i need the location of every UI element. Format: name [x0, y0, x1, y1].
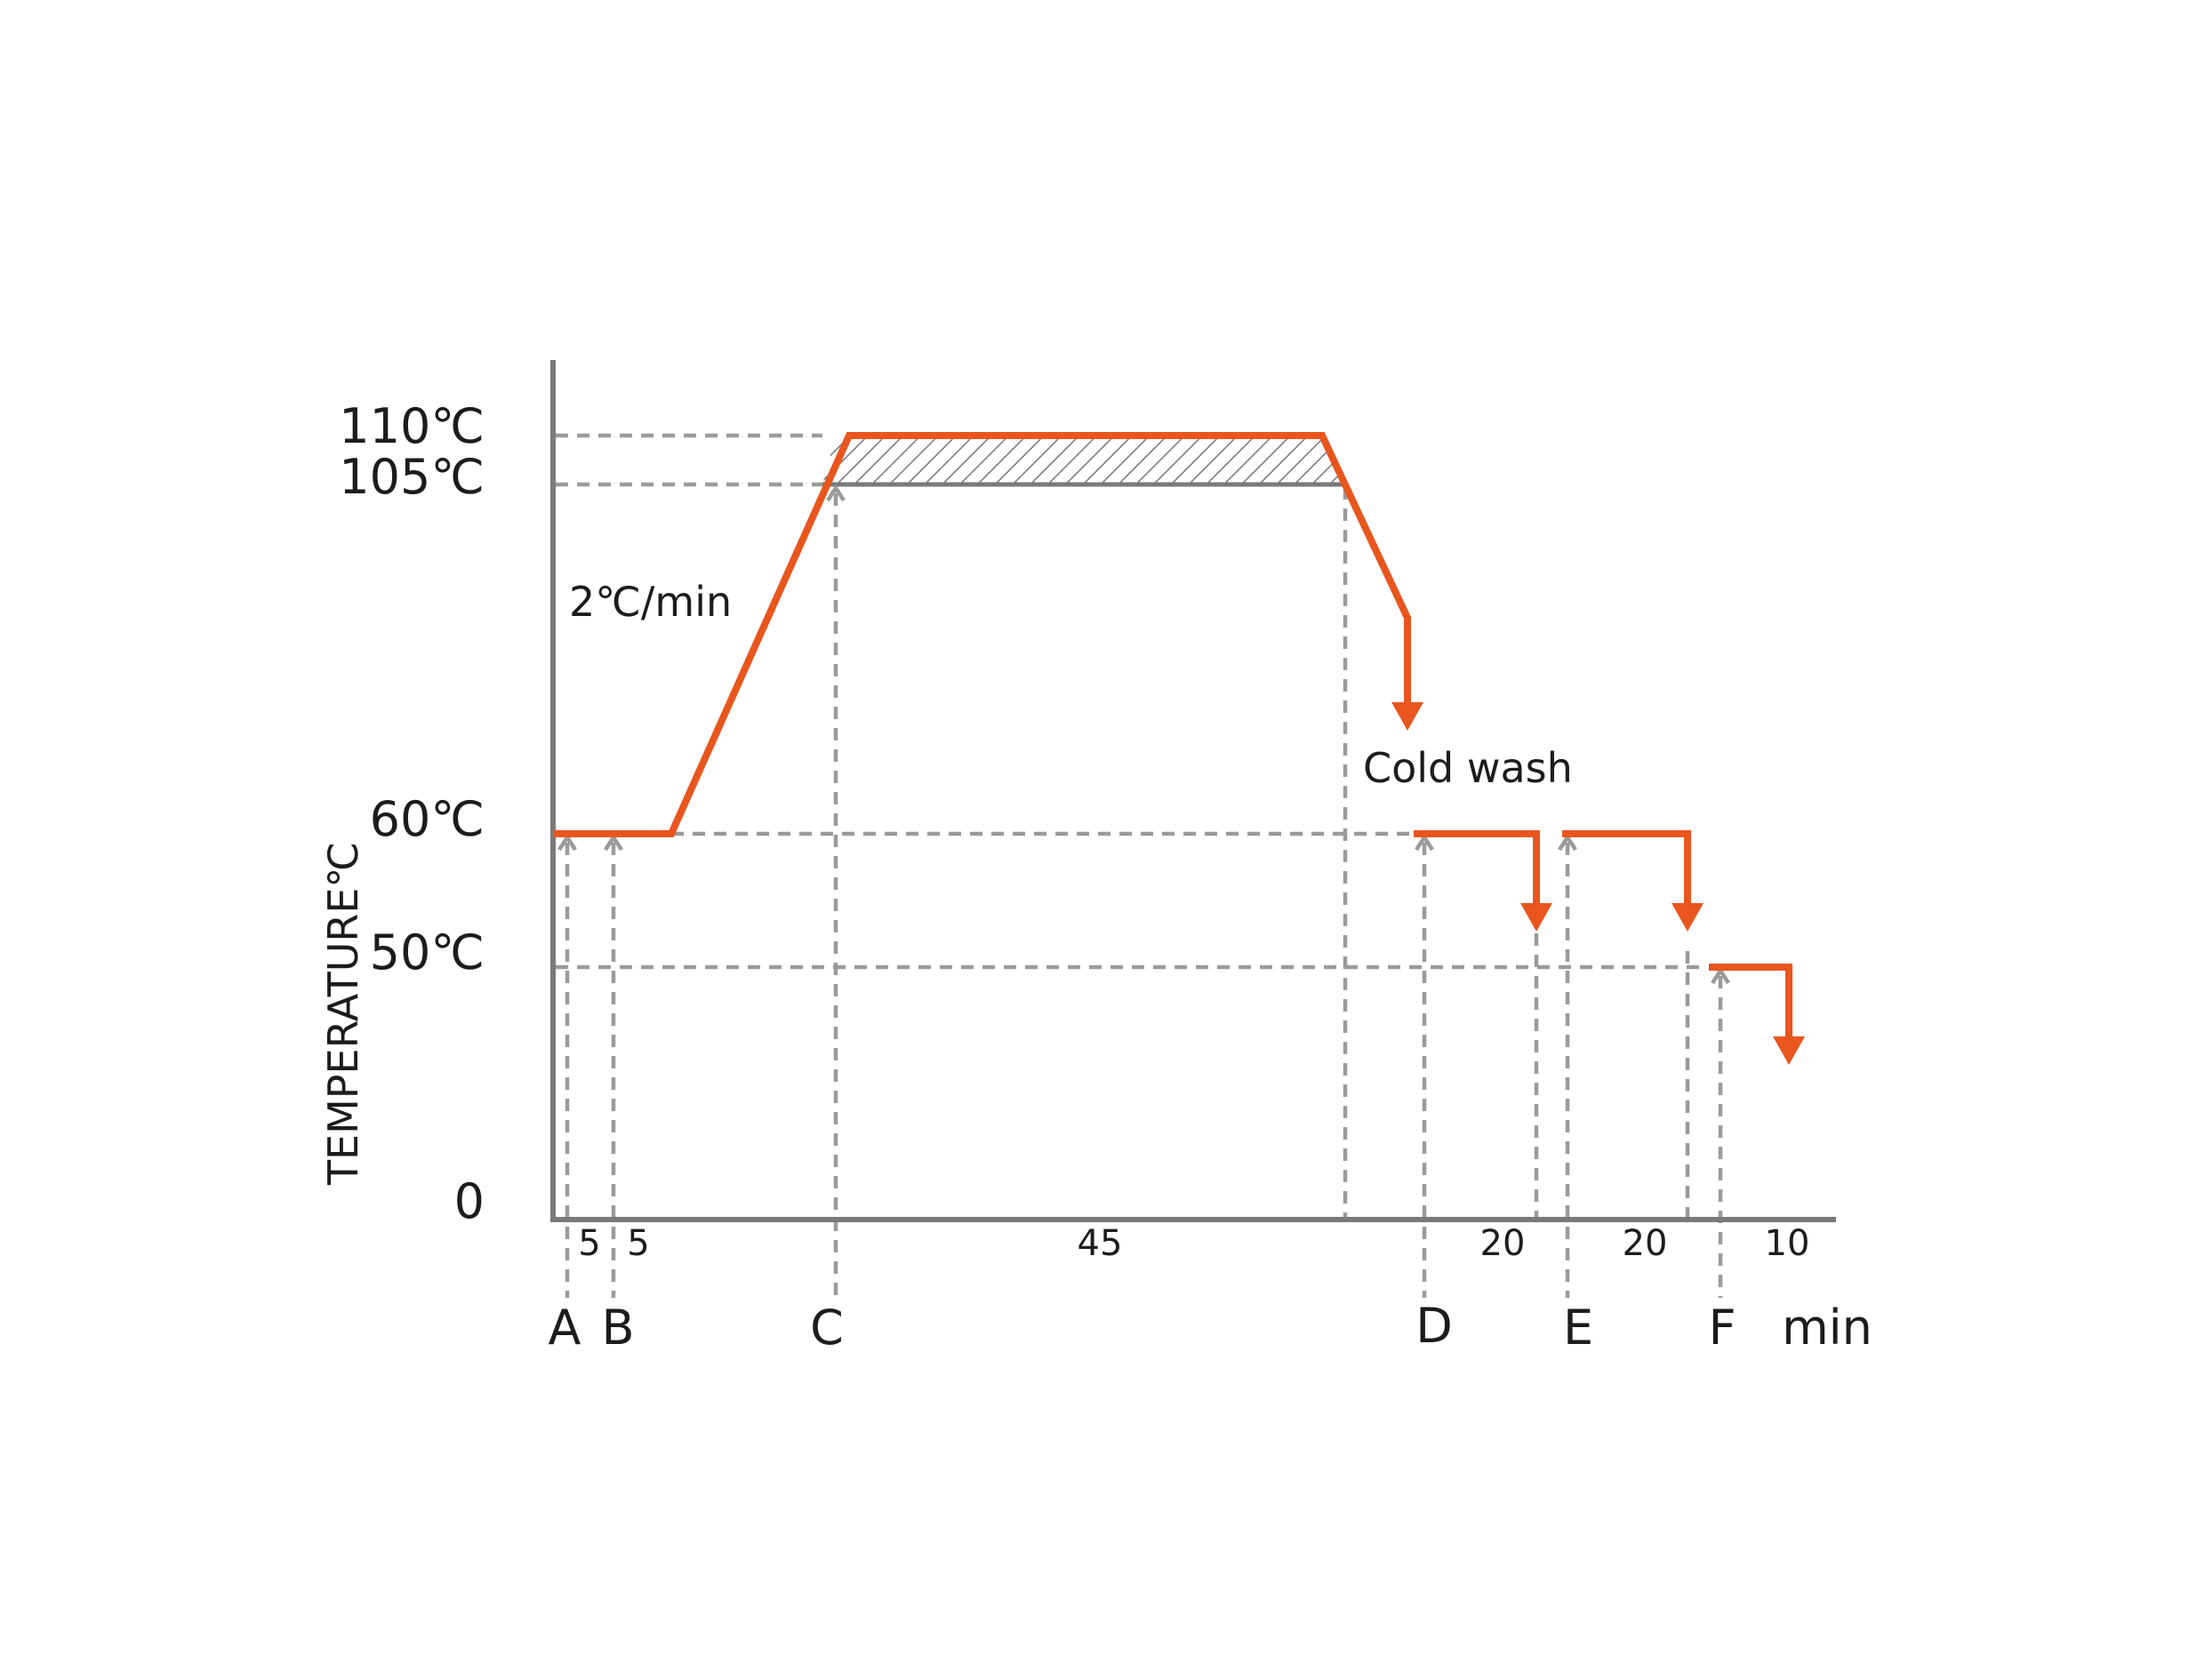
rinse-step-2-line [1562, 830, 1691, 907]
rate-annotation: 2℃/min [569, 578, 732, 626]
guide-vertical-c [826, 484, 846, 1298]
x-axis-unit: min [1782, 1300, 1872, 1356]
point-label: F [1708, 1300, 1736, 1356]
duration-label: 10 [1765, 1223, 1810, 1264]
rinse-step-3-line [1709, 964, 1792, 1040]
cold-wash-label: Cold wash [1363, 744, 1573, 792]
y-tick-label: 0 [454, 1173, 485, 1229]
guide-vertical-a [557, 833, 577, 1298]
point-label: A [549, 1300, 581, 1356]
point-label: E [1563, 1300, 1593, 1356]
point-label: C [810, 1300, 844, 1356]
rinse-step-1-arrowhead [1520, 903, 1552, 932]
duration-label: 20 [1623, 1223, 1668, 1264]
guide-vertical-e [1558, 833, 1577, 1298]
y-tick-label: 50℃ [370, 924, 485, 980]
point-label: B [601, 1300, 634, 1356]
rinse-step-2-arrowhead [1672, 903, 1704, 932]
guide-vertical-b [604, 833, 623, 1298]
duration-label: 5 [627, 1223, 649, 1264]
y-axis-title: TEMPERATURE℃ [319, 842, 367, 1186]
duration-label: 45 [1078, 1223, 1123, 1264]
rinse-step-1-line [1414, 830, 1540, 907]
y-tick-label: 110℃ [339, 398, 485, 454]
y-tick-label: 105℃ [339, 449, 485, 505]
duration-label: 5 [578, 1223, 600, 1264]
point-label: D [1415, 1298, 1453, 1354]
duration-label: 20 [1480, 1223, 1526, 1264]
cold-wash-arrowhead [1391, 702, 1423, 731]
y-tick-label: 60℃ [370, 791, 485, 847]
hatched-holding-band [822, 436, 1347, 484]
temperature-profile-line [553, 432, 1411, 837]
guide-vertical-f [1711, 966, 1730, 1298]
rinse-step-3-arrowhead [1773, 1036, 1805, 1065]
guide-vertical-d [1415, 833, 1434, 1298]
